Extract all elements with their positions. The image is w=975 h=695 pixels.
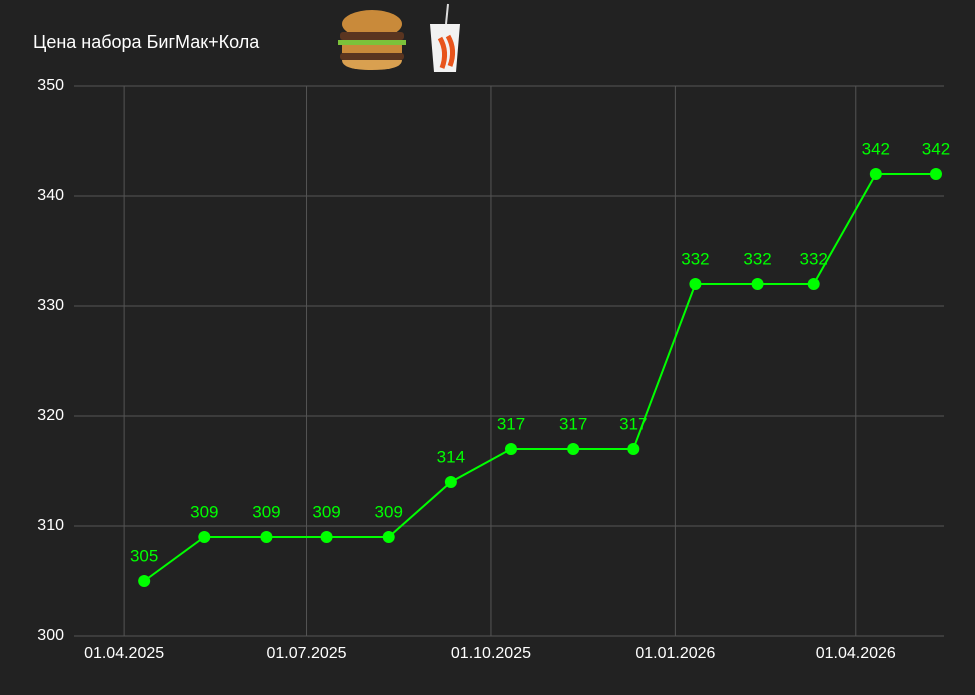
data-label: 342 xyxy=(862,139,890,158)
data-label: 317 xyxy=(497,414,525,433)
point xyxy=(869,168,882,180)
point xyxy=(382,531,395,543)
x-tick-label: 01.01.2026 xyxy=(635,645,715,662)
cola-icon xyxy=(430,3,460,72)
chart-title: Цена набора БигМак+Кола xyxy=(33,32,260,52)
y-tick-label: 320 xyxy=(37,407,64,424)
data-label: 305 xyxy=(130,546,158,565)
point xyxy=(505,443,518,455)
point xyxy=(444,476,457,488)
data-label: 314 xyxy=(437,447,465,466)
data-label: 309 xyxy=(312,502,340,521)
data-label: 317 xyxy=(559,414,587,433)
point xyxy=(807,278,820,290)
point xyxy=(320,531,333,543)
y-tick-label: 300 xyxy=(37,627,64,644)
y-tick-label: 350 xyxy=(37,77,64,94)
point xyxy=(198,531,211,543)
point xyxy=(627,443,640,455)
point xyxy=(567,443,580,455)
point xyxy=(929,168,942,180)
y-tick-label: 310 xyxy=(37,517,64,534)
line xyxy=(143,173,936,582)
data-label: 332 xyxy=(681,249,709,268)
data-label: 317 xyxy=(619,414,647,433)
x-tick-label: 01.04.2026 xyxy=(816,645,896,662)
data-label: 332 xyxy=(743,249,771,268)
data-label: 332 xyxy=(800,249,828,268)
data-label: 309 xyxy=(375,502,403,521)
x-tick-label: 01.10.2025 xyxy=(451,645,531,662)
x-tick-label: 01.07.2025 xyxy=(266,645,346,662)
data-label: 309 xyxy=(252,502,280,521)
x-tick-label: 01.04.2025 xyxy=(84,645,164,662)
y-tick-label: 330 xyxy=(37,297,64,314)
point xyxy=(689,278,702,290)
data-label: 342 xyxy=(922,139,950,158)
data-label: 309 xyxy=(190,502,218,521)
point xyxy=(138,575,151,587)
point xyxy=(751,278,764,290)
point xyxy=(260,531,273,543)
y-tick-label: 340 xyxy=(37,187,64,204)
burger-icon xyxy=(338,10,406,70)
